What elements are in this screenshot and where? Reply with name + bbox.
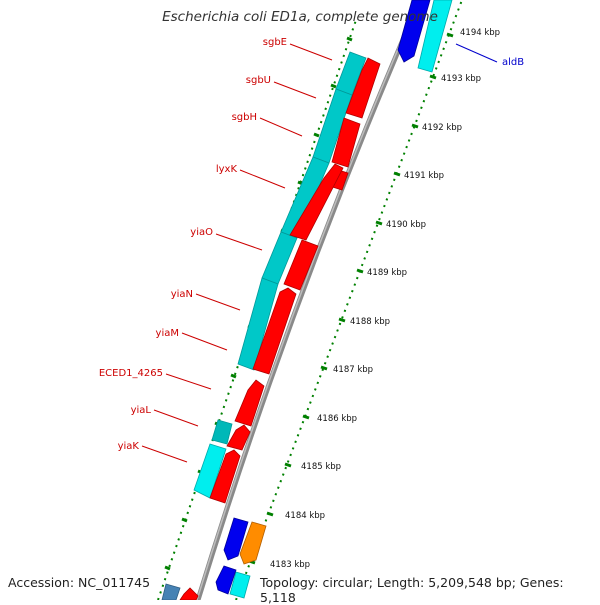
gene-red-9[interactable] — [209, 449, 241, 504]
gene-cyan-bottom[interactable] — [229, 571, 251, 599]
gene-red-1[interactable] — [345, 57, 381, 119]
scale-label: 4193 kbp — [441, 74, 481, 84]
genome-summary-text: Topology: circular; Length: 5,209,548 bp… — [260, 575, 600, 605]
gene-red-6[interactable] — [252, 287, 297, 375]
gene-aldB-feature[interactable] — [397, 0, 431, 63]
backbone — [195, 0, 423, 600]
gene-label[interactable]: yiaM — [156, 328, 179, 339]
scale-label: 4191 kbp — [404, 171, 444, 181]
scale-label: 4189 kbp — [367, 268, 407, 278]
gene-blue-bottom-2[interactable] — [215, 565, 237, 595]
gene-label[interactable]: ECED1_4265 — [99, 368, 163, 379]
gene-yiaL-feature[interactable] — [211, 419, 233, 445]
scale-label: 4194 kbp — [460, 28, 500, 38]
gene-red-4[interactable] — [289, 163, 344, 241]
inner-scale-ring — [235, 0, 463, 600]
forward-strand-genes — [179, 57, 381, 600]
label-pointers — [141, 43, 498, 463]
gene-red-8[interactable] — [226, 424, 251, 451]
gene-cyan-top[interactable] — [417, 0, 453, 73]
gene-label[interactable]: sgbH — [232, 112, 257, 123]
scale-label: 4190 kbp — [386, 220, 426, 230]
gene-labels: sgbE sgbU sgbH lyxK yiaO yiaN yiaM ECED1… — [99, 37, 524, 452]
gene-label[interactable]: yiaN — [171, 289, 193, 300]
gene-red-bottom[interactable] — [179, 587, 199, 600]
reverse-strand-genes — [161, 51, 367, 600]
map-title: Escherichia coli ED1a, complete genome — [162, 9, 438, 25]
scale-labels: 4194 kbp 4193 kbp 4192 kbp 4191 kbp 4190… — [270, 28, 500, 570]
gene-red-5[interactable] — [283, 239, 319, 291]
gene-label[interactable]: sgbU — [246, 75, 271, 86]
gene-blue-bottom-1[interactable] — [223, 517, 249, 561]
scale-label: 4185 kbp — [301, 462, 341, 472]
scale-label: 4187 kbp — [333, 365, 373, 375]
accession-text: Accession: NC_011745 — [8, 575, 151, 590]
gene-label[interactable]: sgbE — [263, 37, 287, 48]
gene-steelblue-bottom[interactable] — [161, 583, 181, 600]
other-genes — [215, 0, 453, 595]
scale-label: 4184 kbp — [285, 511, 325, 521]
gene-label[interactable]: aldB — [502, 57, 524, 68]
gene-label[interactable]: yiaK — [118, 441, 140, 452]
scale-label: 4188 kbp — [350, 317, 390, 327]
gene-label[interactable]: yiaO — [190, 227, 213, 238]
scale-label: 4192 kbp — [422, 123, 462, 133]
gene-orange-bottom[interactable] — [239, 521, 267, 565]
scale-label: 4186 kbp — [317, 414, 357, 424]
gene-label[interactable]: yiaL — [131, 405, 152, 416]
gene-red-7[interactable] — [234, 379, 265, 427]
gene-yiaM-feature[interactable] — [237, 277, 279, 371]
gene-red-2[interactable] — [331, 117, 361, 168]
scale-label: 4183 kbp — [270, 560, 310, 570]
gene-label[interactable]: lyxK — [216, 164, 238, 175]
